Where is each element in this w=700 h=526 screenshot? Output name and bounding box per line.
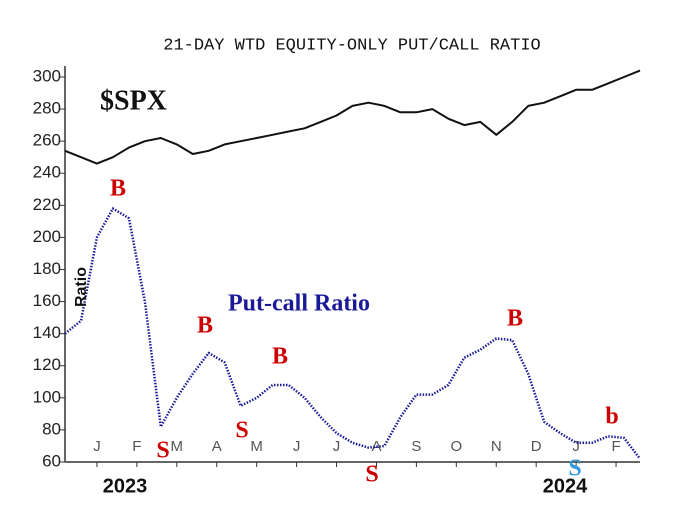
annotation: B (507, 306, 523, 332)
annotation: S (365, 462, 378, 488)
annotation: S (235, 418, 248, 444)
x-tick-label: O (450, 438, 462, 455)
x-tick-label: J (93, 438, 101, 455)
y-tick-label: 240 (33, 163, 61, 182)
y-tick-label: 200 (33, 227, 61, 246)
x-tick-label: F (132, 438, 141, 455)
x-tick-label: A (212, 438, 222, 455)
annotation: b (605, 404, 618, 430)
y-tick-label: 180 (33, 259, 61, 278)
x-tick-label: N (491, 438, 502, 455)
y-tick-label: 280 (33, 99, 61, 118)
annotation: Ratio (73, 267, 90, 307)
x-tick-label: J (333, 438, 341, 455)
x-tick-label: J (572, 438, 580, 455)
y-tick-label: 80 (42, 419, 61, 438)
annotation: 2024 (543, 475, 588, 497)
y-tick-label: 160 (33, 291, 61, 310)
x-tick-label: J (293, 438, 301, 455)
x-tick-label: M (250, 438, 263, 455)
x-tick-label: F (611, 438, 620, 455)
y-tick-label: 100 (33, 387, 61, 406)
chart-title: 21-DAY WTD EQUITY-ONLY PUT/CALL RATIO (163, 36, 540, 55)
y-tick-label: 60 (42, 451, 61, 470)
y-tick-label: 260 (33, 131, 61, 150)
annotation: B (197, 313, 213, 339)
x-tick-label: M (171, 438, 184, 455)
annotation: $SPX (100, 85, 167, 116)
series-line (64, 207, 641, 460)
x-tick-label: D (531, 438, 542, 455)
annotation: S (156, 438, 169, 464)
y-tick-label: 300 (33, 66, 61, 85)
y-tick-label: 220 (33, 195, 61, 214)
annotation: 2023 (103, 475, 148, 497)
y-tick-label: 140 (33, 323, 61, 342)
annotation: S (568, 456, 581, 482)
annotation: Put-call Ratio (228, 291, 370, 317)
annotation: B (110, 176, 126, 202)
annotation: B (272, 344, 288, 370)
y-tick-label: 120 (33, 355, 61, 374)
x-tick-label: S (411, 438, 421, 455)
series-line (64, 69, 641, 165)
